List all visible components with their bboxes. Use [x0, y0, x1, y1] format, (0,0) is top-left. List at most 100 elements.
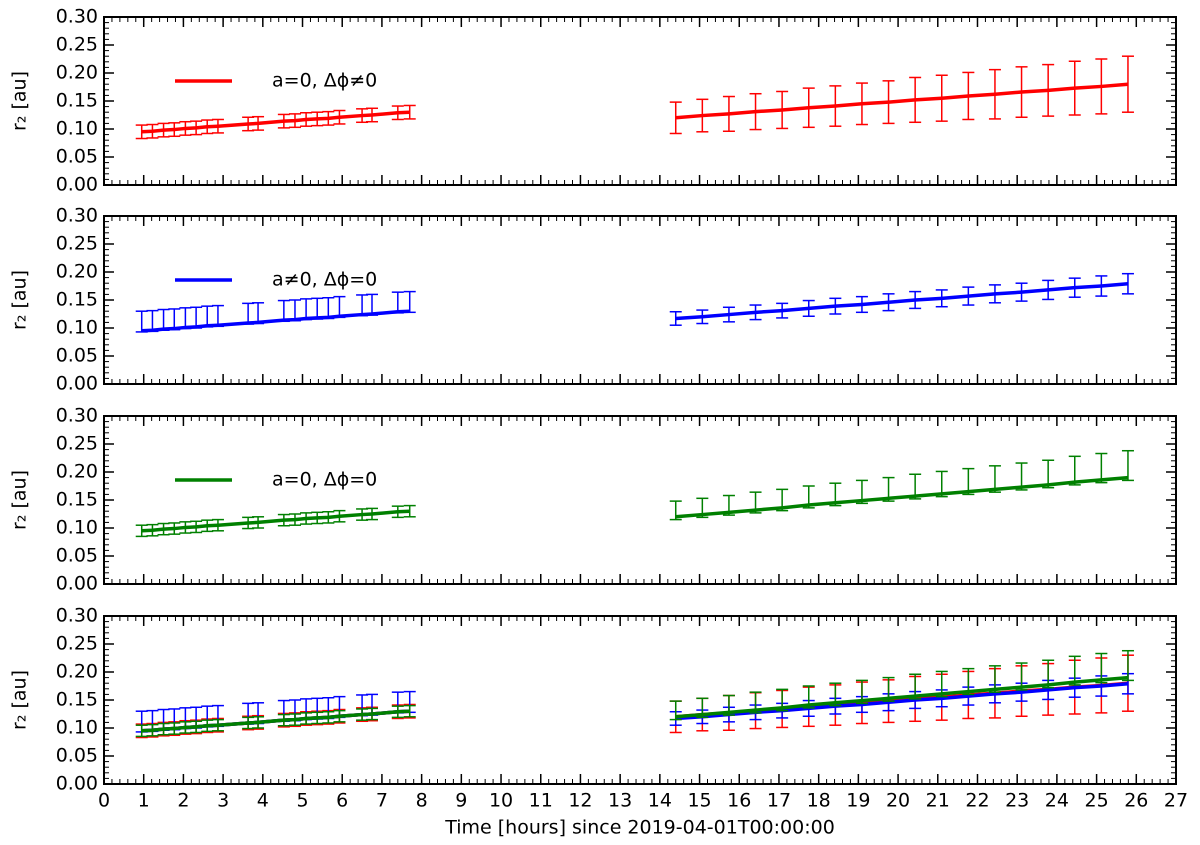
error-bar: [962, 286, 975, 306]
error-bar: [288, 299, 301, 322]
x-tick-label: 23: [1005, 790, 1029, 812]
error-bar: [322, 711, 335, 724]
error-bar: [322, 110, 335, 126]
y-tick-label: 0.20: [56, 261, 98, 283]
y-axis-label: r₂ [au]: [9, 670, 31, 730]
plot-frame: [103, 615, 1177, 785]
error-bar: [179, 120, 192, 136]
y-tick-label: 0.30: [56, 605, 98, 627]
error-bar: [1095, 58, 1108, 115]
y-tick-label: 0.25: [56, 233, 98, 255]
error-bar: [1068, 655, 1081, 686]
error-bar: [1095, 652, 1108, 684]
error-bar: [1042, 459, 1055, 489]
error-bar: [669, 500, 682, 521]
x-tick-label: 1: [138, 790, 150, 812]
error-bar: [1015, 662, 1028, 691]
error-bar: [366, 293, 378, 316]
error-bar: [333, 509, 346, 523]
error-bar: [776, 688, 789, 712]
error-bar: [252, 516, 265, 529]
series-line: [141, 509, 410, 533]
error-bar: [190, 120, 203, 136]
error-bar: [252, 302, 265, 325]
error-bar: [277, 113, 290, 129]
error-bar: [829, 682, 842, 707]
y-tick-label: 0.05: [56, 146, 98, 168]
error-bar: [333, 709, 346, 723]
y-axis-label: r₂ [au]: [9, 270, 31, 330]
error-bar: [696, 98, 709, 133]
error-bar: [909, 473, 922, 500]
y-tick-label: 0.10: [56, 517, 98, 539]
error-bar: [135, 524, 148, 538]
series-line: [141, 309, 410, 333]
y-tick-label: 0.10: [56, 717, 98, 739]
error-bar: [201, 719, 214, 733]
error-bar: [300, 298, 313, 321]
x-tick-label: 16: [727, 790, 751, 812]
error-bar: [696, 497, 709, 519]
error-bar: [157, 308, 170, 331]
series-line: [675, 675, 1129, 719]
y-tick-label: 0.00: [56, 373, 98, 395]
series-line: [675, 282, 1129, 321]
x-tick-label: 13: [608, 790, 632, 812]
error-bar: [855, 82, 868, 126]
y-tick-label: 0.20: [56, 461, 98, 483]
error-bar: [829, 85, 842, 127]
legend-label: a=0, Δϕ≠0: [272, 70, 377, 92]
error-bar: [311, 511, 324, 525]
error-bar: [669, 700, 682, 721]
error-bar: [179, 521, 192, 534]
x-tick-label: 18: [807, 790, 831, 812]
plot-frame: [103, 415, 1177, 585]
y-tick-label: 0.30: [56, 205, 98, 227]
error-bar: [802, 87, 815, 129]
error-bar: [1068, 277, 1081, 298]
error-bar: [146, 123, 159, 139]
error-bar: [211, 304, 224, 328]
error-bar: [1042, 659, 1055, 689]
x-tick-label: 2: [177, 790, 189, 812]
y-tick-label: 0.00: [56, 174, 98, 196]
y-tick-label: 0.05: [56, 345, 98, 367]
error-bar: [1121, 55, 1134, 113]
error-bar: [300, 112, 313, 127]
error-bar: [749, 304, 762, 321]
error-bar: [201, 519, 214, 533]
y-tick-label: 0.10: [56, 118, 98, 140]
y-tick-label: 0.20: [56, 62, 98, 84]
error-bar: [311, 111, 324, 127]
error-bar: [962, 71, 975, 121]
error-bar: [288, 513, 301, 526]
error-bar: [168, 308, 181, 331]
error-bar: [749, 691, 762, 714]
error-bar: [749, 491, 762, 514]
error-bar: [669, 101, 682, 135]
error-bar: [802, 299, 815, 317]
error-bar: [190, 720, 203, 734]
error-bar: [909, 673, 922, 700]
x-tick-label: 10: [489, 790, 513, 812]
error-bar: [311, 711, 324, 725]
x-tick-label: 7: [376, 790, 388, 812]
error-bar: [201, 305, 214, 328]
x-tick-label: 15: [687, 790, 711, 812]
legend-label: a≠0, Δϕ=0: [272, 269, 377, 291]
error-bar: [1042, 63, 1055, 117]
error-bar: [1121, 649, 1134, 682]
error-bar: [391, 291, 404, 314]
x-tick-label: 0: [98, 790, 110, 812]
y-tick-label: 0.20: [56, 661, 98, 683]
error-bar: [988, 465, 1001, 493]
x-tick-label: 11: [529, 790, 553, 812]
error-bar: [696, 697, 709, 719]
x-tick-label: 3: [217, 790, 229, 812]
x-tick-label: 21: [926, 790, 950, 812]
error-bar: [333, 109, 346, 125]
error-bar: [669, 311, 682, 326]
error-bar: [909, 76, 922, 124]
panel: 0.00 0.05 0.10 0.15 0.20 0.25 0.30 r₂ [au] a=0, …: [9, 6, 1177, 196]
